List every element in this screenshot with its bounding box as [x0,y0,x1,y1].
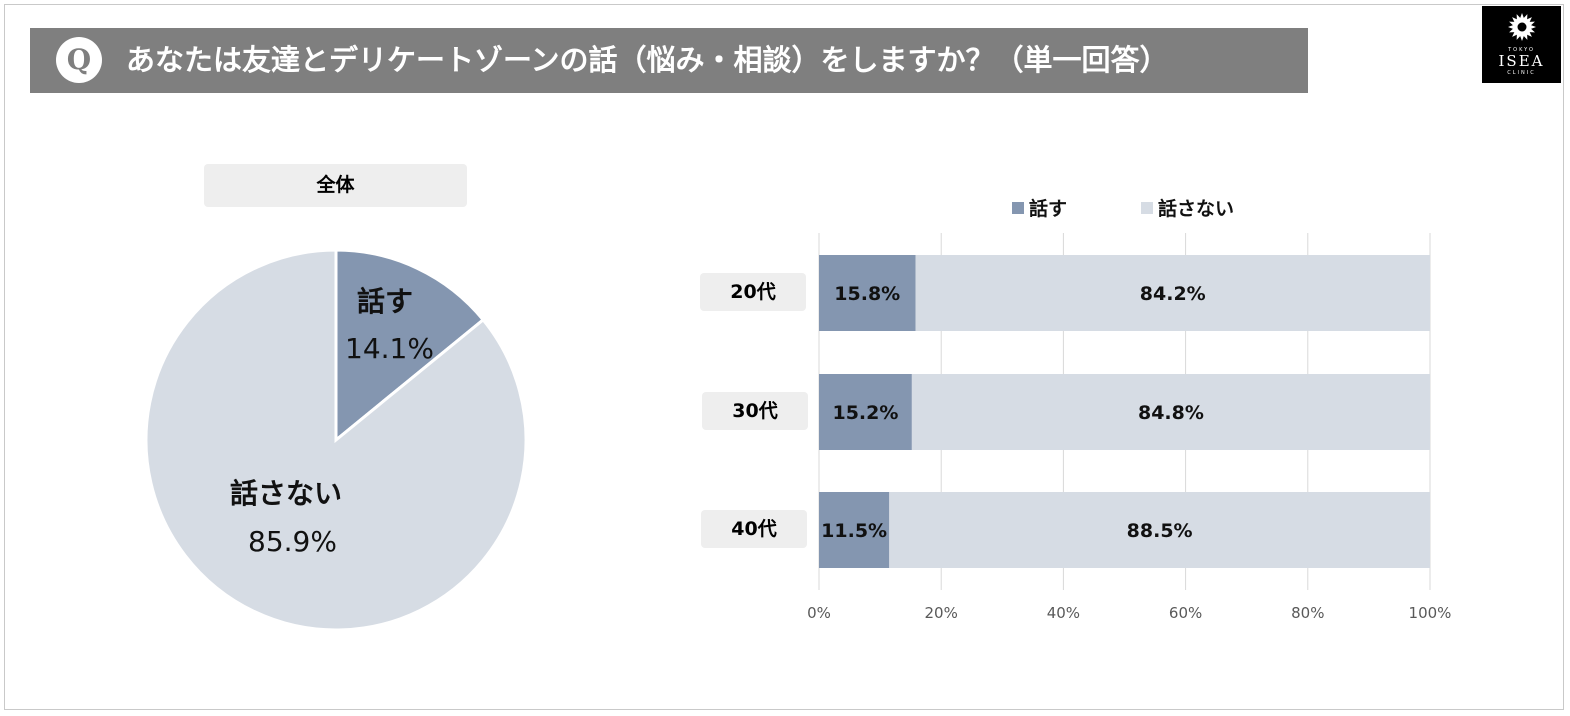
bar-label-talk: 15.2% [832,402,898,424]
pie-chart-title: 全体 [204,164,467,207]
x-tick-label: 100% [1409,604,1452,622]
bar-segment-no-talk [915,255,1430,331]
logo-top-text: TOKYO [1508,47,1535,53]
pie-slice-no-talk [144,248,528,632]
legend-item-talk: 話す [1012,194,1067,221]
legend-swatch-talk [1012,202,1024,214]
question-badge: Q [56,37,102,83]
pie-label-talk-name: 話す [357,285,414,318]
flower-petal [1508,24,1522,30]
bar-label-no-talk: 84.2% [1140,283,1206,305]
category-label-20s: 20代 [700,273,806,311]
bar-segment-talk [819,374,912,450]
bar-label-no-talk: 84.8% [1138,402,1204,424]
category-label-40s: 40代 [701,510,807,548]
legend-label-no-talk: 話さない [1158,198,1235,220]
flower-icon [1508,13,1536,41]
bar-label-no-talk: 88.5% [1127,520,1193,542]
pie-label-no-talk-name: 話さない [230,477,343,510]
question-banner: Q あなたは友達とデリケートゾーンの話（悩み・相談）をしますか？（単一回答） [30,28,1308,93]
x-tick-label: 60% [1169,604,1202,622]
x-tick-label: 80% [1291,604,1324,622]
slide-frame [4,4,1564,710]
bar-segment-no-talk [889,492,1430,568]
x-tick-label: 20% [925,604,958,622]
legend-label-talk: 話す [1029,198,1068,220]
pie-label-no-talk-value: 85.9% [248,525,337,558]
logo-bottom-text: CLINIC [1507,70,1536,76]
clinic-logo: TOKYO ISEA CLINIC [1482,6,1561,83]
x-tick-label: 0% [807,604,831,622]
logo-main-text: ISEA [1498,52,1545,70]
legend-swatch-no-talk [1141,202,1153,214]
bar-label-talk: 15.8% [834,283,900,305]
bar-segment-talk [819,255,916,331]
question-text: あなたは友達とデリケートゾーンの話（悩み・相談）をしますか？（単一回答） [126,43,1169,77]
x-tick-label: 40% [1047,604,1080,622]
bar-segment-talk [819,492,890,568]
category-label-30s: 30代 [702,392,808,430]
flower-petal [1522,24,1536,30]
bar-segment-no-talk [911,374,1430,450]
pie-slice-talk [334,248,486,444]
bar-label-talk: 11.5% [821,520,887,542]
flower-petal [1519,13,1525,27]
flower-petal [1519,27,1525,41]
pie-label-talk-value: 14.1% [345,332,434,365]
legend-item-no-talk: 話さない [1141,194,1234,221]
